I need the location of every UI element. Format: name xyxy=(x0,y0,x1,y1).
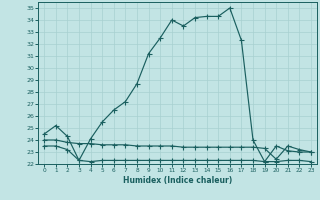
X-axis label: Humidex (Indice chaleur): Humidex (Indice chaleur) xyxy=(123,176,232,185)
